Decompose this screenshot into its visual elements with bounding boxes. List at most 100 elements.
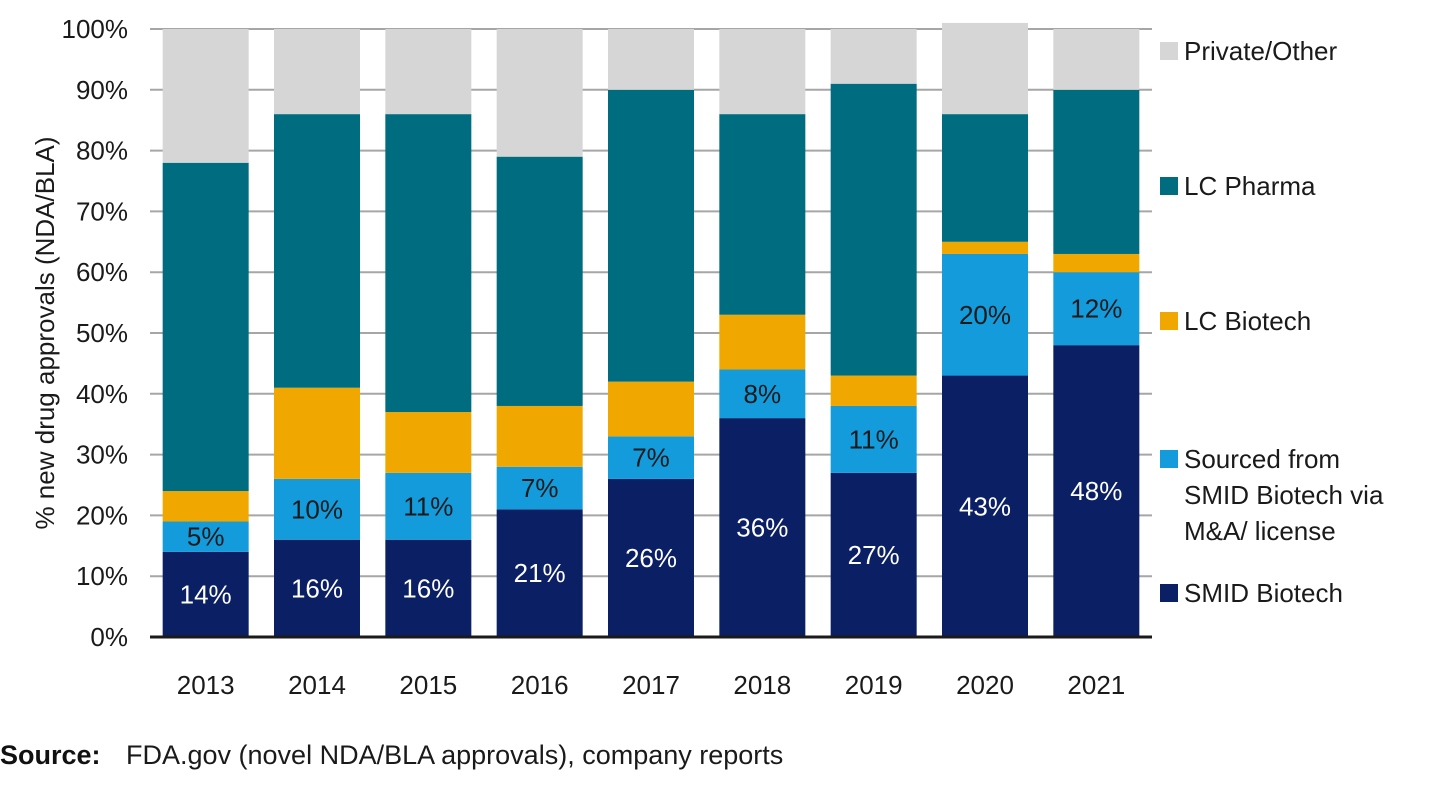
axes: 0% 10% 20% 30% 40% 50% 60% 70% 80% 90% 100% 2013 201… — [30, 14, 1152, 700]
bar-segment — [719, 418, 806, 637]
data-label: 21% — [514, 558, 566, 588]
bar-segment — [719, 314, 806, 370]
bar-segment — [162, 551, 249, 637]
x-tick-label: 2014 — [288, 670, 346, 700]
bar-segment — [274, 29, 360, 115]
y-axis-label: % new drug approvals (NDA/BLA) — [30, 136, 60, 529]
bar-segment — [608, 29, 694, 90]
bar-segment — [719, 369, 806, 419]
bar-segment — [274, 539, 360, 637]
bar-segment — [830, 405, 917, 473]
bar-segment — [1053, 29, 1140, 90]
x-tick-label: 2015 — [399, 670, 457, 700]
y-tick-label: 90% — [76, 75, 128, 105]
y-tick-label: 60% — [76, 257, 128, 287]
data-label: 11% — [403, 491, 453, 521]
data-label: 11% — [849, 424, 899, 454]
bar-segment — [274, 387, 360, 479]
bar-segment — [496, 405, 583, 467]
legend-item: LC Pharma — [1160, 171, 1316, 201]
legend-label: SMID Biotech via — [1184, 480, 1384, 510]
bar-segment — [385, 412, 472, 473]
bar-segment — [496, 29, 583, 157]
data-label: 10% — [291, 494, 343, 524]
legend-label: Private/Other — [1184, 36, 1338, 66]
bar-segment — [162, 491, 249, 522]
bar-segment — [1053, 89, 1140, 254]
data-label: 5% — [187, 522, 225, 552]
bar-segment — [608, 436, 694, 479]
bar-segment — [942, 114, 1028, 242]
bar-segment — [162, 162, 249, 492]
data-label: 43% — [959, 491, 1011, 521]
legend-item: SMID Biotech — [1160, 578, 1343, 608]
x-tick-label: 2020 — [956, 670, 1014, 700]
legend-swatch — [1160, 450, 1178, 468]
bars — [162, 22, 1140, 637]
data-label: 36% — [736, 513, 788, 543]
bar-segment — [608, 381, 694, 437]
legend-swatch — [1160, 584, 1178, 602]
data-label: 16% — [402, 573, 454, 603]
source-note: Source: FDA.gov (novel NDA/BLA approvals… — [0, 740, 783, 770]
bar-segment — [162, 29, 249, 163]
bar-segment — [942, 253, 1028, 376]
data-label: 16% — [291, 573, 343, 603]
data-label: 27% — [848, 540, 900, 570]
y-tick-label: 80% — [76, 136, 128, 166]
data-label: 7% — [521, 473, 559, 503]
legend-label: LC Biotech — [1184, 306, 1311, 336]
bar-segment — [942, 375, 1028, 637]
y-tick-label: 30% — [76, 440, 128, 470]
x-tick-label: 2018 — [733, 670, 791, 700]
bar-segment — [385, 29, 472, 115]
legend-swatch — [1160, 312, 1178, 330]
y-tick-label: 40% — [76, 379, 128, 409]
legend-item: LC Biotech — [1160, 306, 1311, 336]
data-label: 8% — [744, 379, 782, 409]
bar-segment — [385, 539, 472, 637]
x-tick-label: 2013 — [177, 670, 235, 700]
legend-item: Sourced from SMID Biotech via M&A/ license — [1160, 444, 1384, 546]
bar-segment — [274, 478, 360, 540]
bar-segment — [496, 466, 583, 510]
bar-segment — [1053, 345, 1140, 637]
x-tick-label: 2017 — [622, 670, 680, 700]
data-label: 20% — [959, 300, 1011, 330]
bar-segment — [830, 29, 917, 84]
bar-segment — [496, 509, 583, 637]
x-tick-label: 2016 — [511, 670, 569, 700]
legend-swatch — [1160, 177, 1178, 195]
bar-segment — [274, 114, 360, 388]
y-tick-label: 10% — [76, 561, 128, 591]
data-label: 7% — [632, 443, 670, 473]
y-tick-label: 70% — [76, 196, 128, 226]
legend-label: SMID Biotech — [1184, 578, 1343, 608]
legend: Private/Other LC Pharma LC Biotech Sourced … — [1160, 36, 1384, 608]
bar-segment — [1053, 253, 1140, 273]
bar-segment — [942, 241, 1028, 254]
bar-segment — [385, 114, 472, 413]
y-tick-label: 20% — [76, 500, 128, 530]
source-label: Source: — [0, 740, 101, 770]
bar-segment — [830, 375, 917, 406]
bar-segment — [385, 472, 472, 540]
bar-segment — [719, 114, 806, 315]
source-text: FDA.gov (novel NDA/BLA approvals), compa… — [126, 740, 783, 770]
bar-segment — [608, 478, 694, 637]
data-labels: 14% 5% 16% 10% 16% 11% 21% 7% 26% 7% 36% 8% 27% 11% 43… — [180, 294, 1123, 610]
bar-segment — [830, 83, 917, 376]
data-label: 14% — [180, 579, 232, 609]
legend-swatch — [1160, 42, 1178, 60]
legend-label: M&A/ license — [1184, 516, 1336, 546]
x-tick-label: 2021 — [1067, 670, 1125, 700]
bar-segment — [830, 472, 917, 637]
bar-segment — [608, 89, 694, 382]
bar-segment — [719, 29, 806, 115]
y-tick-label: 50% — [76, 318, 128, 348]
bar-segment — [162, 521, 249, 552]
data-label: 48% — [1070, 476, 1122, 506]
y-tick-label: 100% — [62, 14, 129, 44]
